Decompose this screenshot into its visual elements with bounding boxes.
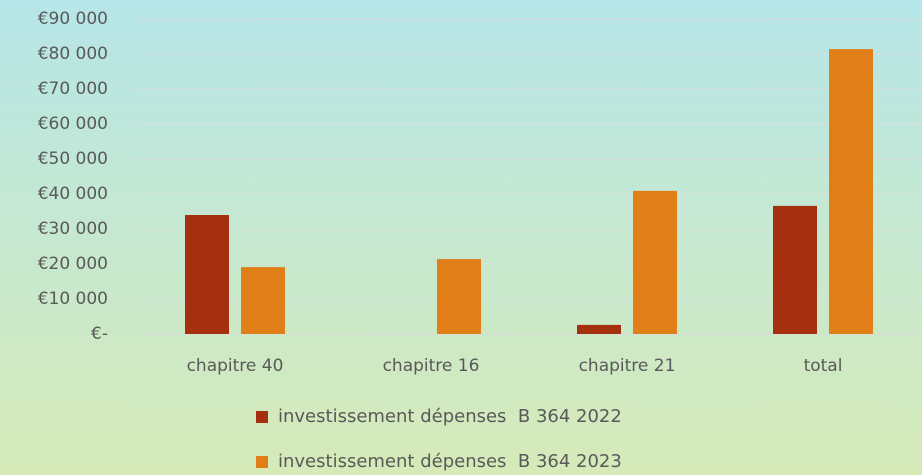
bar xyxy=(241,267,285,334)
x-tick-label: chapitre 21 xyxy=(579,356,676,376)
bar xyxy=(437,259,481,334)
y-tick-label: €30 000 xyxy=(38,219,108,239)
x-tick-label: total xyxy=(804,356,843,376)
x-tick-label: chapitre 16 xyxy=(383,356,480,376)
legend-swatch xyxy=(256,456,268,468)
legend-label: investissement dépenses B 364 2022 xyxy=(278,406,622,427)
x-tick-label: chapitre 40 xyxy=(187,356,284,376)
y-tick-label: €50 000 xyxy=(38,149,108,169)
y-tick-label: €20 000 xyxy=(38,254,108,274)
y-tick-label: €60 000 xyxy=(38,114,108,134)
bar xyxy=(185,215,229,334)
bar xyxy=(773,205,817,334)
legend-swatch xyxy=(256,411,268,423)
y-tick-label: €40 000 xyxy=(38,184,108,204)
y-tick-label: €- xyxy=(91,324,108,344)
y-tick-label: €80 000 xyxy=(38,44,108,64)
y-tick-label: €90 000 xyxy=(38,9,108,29)
bar xyxy=(577,324,621,334)
bar xyxy=(633,190,677,334)
y-tick-label: €70 000 xyxy=(38,79,108,99)
legend-label: investissement dépenses B 364 2023 xyxy=(278,451,622,472)
y-tick-label: €10 000 xyxy=(38,289,108,309)
bar xyxy=(829,49,873,334)
